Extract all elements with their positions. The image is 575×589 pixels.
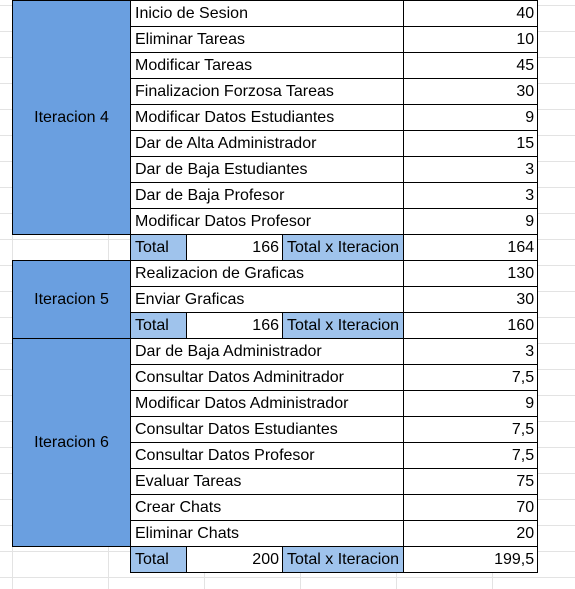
table-row: Consultar Datos Estudiantes 7,5 bbox=[13, 416, 539, 443]
table-row: Eliminar Tareas 10 bbox=[13, 26, 539, 53]
task-name-cell[interactable]: Dar de Alta Administrador bbox=[129, 130, 405, 157]
task-name-cell[interactable]: Dar de Baja Estudiantes bbox=[129, 156, 405, 183]
table-row: Iteracion 6 Dar de Baja Administrador 3 bbox=[12, 338, 539, 547]
task-value-cell[interactable]: 75 bbox=[403, 468, 539, 495]
iteration-label-cell[interactable]: Iteracion 5 bbox=[12, 260, 131, 339]
task-value-cell[interactable]: 40 bbox=[403, 0, 539, 27]
task-value-cell[interactable]: 30 bbox=[403, 286, 539, 313]
task-value-cell[interactable]: 7,5 bbox=[403, 416, 539, 443]
total-iteration-value-cell[interactable]: 199,5 bbox=[403, 546, 539, 573]
table-row: Iteracion 4 Inicio de Sesion 40 bbox=[12, 0, 539, 235]
task-name-cell[interactable]: Consultar Datos Adminitrador bbox=[129, 364, 405, 391]
total-row: Total 166 Total x Iteracion 164 bbox=[13, 234, 539, 261]
task-value-cell[interactable]: 3 bbox=[403, 156, 539, 183]
table-row: Modificar Datos Administrador 9 bbox=[13, 390, 539, 417]
table-row: Enviar Graficas 30 bbox=[13, 286, 539, 313]
table-row: Dar de Baja Estudiantes 3 bbox=[13, 156, 539, 183]
task-name-cell[interactable]: Evaluar Tareas bbox=[129, 468, 405, 495]
iteration-task-table: Iteracion 4 Inicio de Sesion 40 Eliminar… bbox=[12, 0, 539, 573]
task-name-cell[interactable]: Eliminar Chats bbox=[129, 520, 405, 547]
total-iteration-label-cell[interactable]: Total x Iteracion bbox=[281, 546, 405, 573]
total-iteration-value-cell[interactable]: 160 bbox=[403, 312, 539, 339]
total-iteration-label-cell[interactable]: Total x Iteracion bbox=[281, 312, 405, 339]
task-value-cell[interactable]: 70 bbox=[403, 494, 539, 521]
total-label-cell[interactable]: Total bbox=[130, 546, 187, 573]
task-value-cell[interactable]: 3 bbox=[403, 338, 539, 365]
task-name-cell[interactable]: Dar de Baja Administrador bbox=[129, 338, 405, 365]
task-name-cell[interactable]: Modificar Datos Administrador bbox=[129, 390, 405, 417]
task-value-cell[interactable]: 130 bbox=[403, 260, 539, 287]
task-value-cell[interactable]: 20 bbox=[403, 520, 539, 547]
empty-cell bbox=[13, 235, 131, 261]
task-name-cell[interactable]: Dar de Baja Profesor bbox=[129, 182, 405, 209]
table-row: Iteracion 5 Realizacion de Graficas 130 bbox=[12, 260, 539, 339]
task-name-cell[interactable]: Inicio de Sesion bbox=[129, 0, 405, 27]
table-row: Modificar Datos Profesor 9 bbox=[13, 208, 539, 235]
task-name-cell[interactable]: Realizacion de Graficas bbox=[129, 260, 405, 287]
table-row: Consultar Datos Profesor 7,5 bbox=[13, 442, 539, 469]
task-name-cell[interactable]: Modificar Datos Profesor bbox=[129, 208, 405, 235]
task-value-cell[interactable]: 7,5 bbox=[403, 364, 539, 391]
table-row: Modificar Datos Estudiantes 9 bbox=[13, 104, 539, 131]
table-row: Consultar Datos Adminitrador 7,5 bbox=[13, 364, 539, 391]
table-row: Crear Chats 70 bbox=[13, 494, 539, 521]
iteration-label-cell[interactable]: Iteracion 4 bbox=[12, 0, 131, 235]
task-name-cell[interactable]: Modificar Tareas bbox=[129, 52, 405, 79]
table-row: Dar de Baja Profesor 3 bbox=[13, 182, 539, 209]
task-value-cell[interactable]: 15 bbox=[403, 130, 539, 157]
total-label-cell[interactable]: Total bbox=[130, 312, 187, 339]
total-value-cell[interactable]: 166 bbox=[186, 234, 283, 261]
total-value-cell[interactable]: 200 bbox=[186, 546, 283, 573]
task-name-cell[interactable]: Consultar Datos Profesor bbox=[129, 442, 405, 469]
task-name-cell[interactable]: Enviar Graficas bbox=[129, 286, 405, 313]
total-row: Total 200 Total x Iteracion 199,5 bbox=[13, 546, 539, 573]
task-value-cell[interactable]: 30 bbox=[403, 78, 539, 105]
table-row: Evaluar Tareas 75 bbox=[13, 468, 539, 495]
task-value-cell[interactable]: 9 bbox=[403, 104, 539, 131]
total-iteration-label-cell[interactable]: Total x Iteracion bbox=[281, 234, 405, 261]
total-label-cell[interactable]: Total bbox=[130, 234, 187, 261]
table-row: Finalizacion Forzosa Tareas 30 bbox=[13, 78, 539, 105]
task-value-cell[interactable]: 7,5 bbox=[403, 442, 539, 469]
task-name-cell[interactable]: Eliminar Tareas bbox=[129, 26, 405, 53]
task-name-cell[interactable]: Modificar Datos Estudiantes bbox=[129, 104, 405, 131]
task-value-cell[interactable]: 9 bbox=[403, 208, 539, 235]
task-name-cell[interactable]: Consultar Datos Estudiantes bbox=[129, 416, 405, 443]
task-value-cell[interactable]: 45 bbox=[403, 52, 539, 79]
task-value-cell[interactable]: 10 bbox=[403, 26, 539, 53]
total-iteration-value-cell[interactable]: 164 bbox=[403, 234, 539, 261]
task-value-cell[interactable]: 9 bbox=[403, 390, 539, 417]
task-name-cell[interactable]: Crear Chats bbox=[129, 494, 405, 521]
total-value-cell[interactable]: 166 bbox=[186, 312, 283, 339]
task-value-cell[interactable]: 3 bbox=[403, 182, 539, 209]
iteration-label-cell[interactable]: Iteracion 6 bbox=[12, 338, 131, 547]
task-name-cell[interactable]: Finalizacion Forzosa Tareas bbox=[129, 78, 405, 105]
table-row: Eliminar Chats 20 bbox=[13, 520, 539, 547]
empty-cell bbox=[13, 547, 131, 573]
